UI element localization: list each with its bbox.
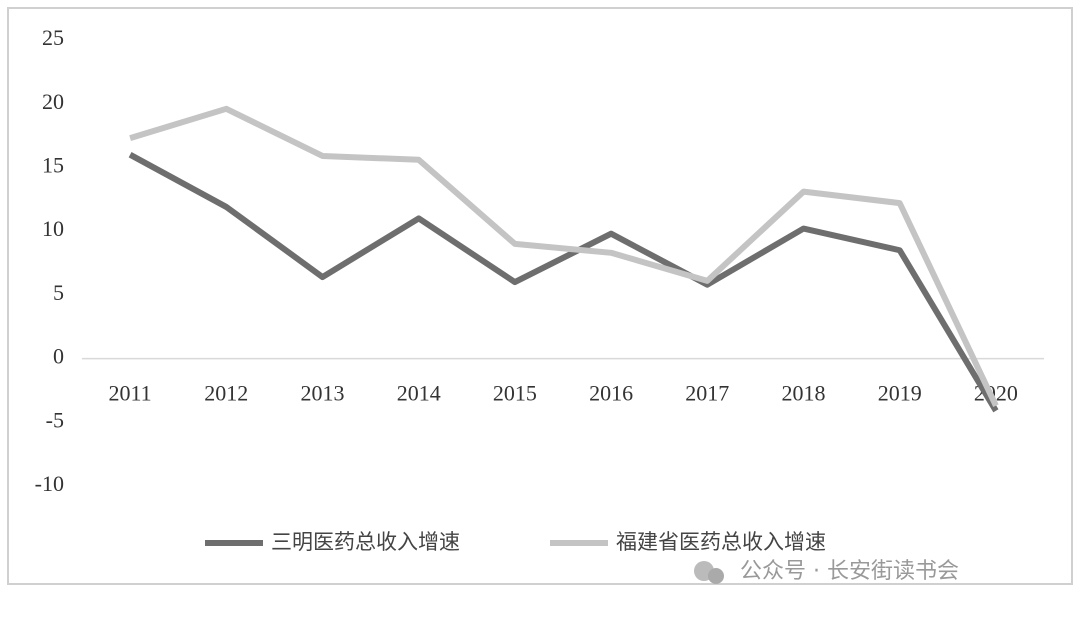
line-series — [128, 152, 999, 413]
x-tick-label: 2014 — [397, 381, 441, 406]
watermark-icon — [708, 568, 724, 584]
watermark-text: 公众号 · 长安街读书会 — [740, 559, 959, 584]
y-tick-label: 15 — [42, 152, 64, 177]
x-tick-label: 2016 — [589, 381, 633, 406]
legend-label: 三明医药总收入增速 — [271, 530, 460, 554]
y-tick-label: 0 — [53, 344, 64, 369]
x-tick-label: 2015 — [493, 381, 537, 406]
y-tick-label: -5 — [46, 407, 64, 432]
y-tick-label: 10 — [42, 216, 64, 241]
watermark: 公众号 · 长安街读书会 — [694, 559, 959, 584]
y-tick-label: 5 — [53, 280, 64, 305]
x-tick-label: 2011 — [109, 381, 152, 406]
x-tick-label: 2019 — [878, 381, 922, 406]
line-series — [129, 105, 999, 408]
x-tick-label: 2018 — [782, 381, 826, 406]
legend-label: 福建省医药总收入增速 — [616, 530, 826, 554]
y-tick-label: 25 — [42, 25, 64, 50]
y-tick-label: 20 — [42, 89, 64, 114]
x-tick-label: 2013 — [301, 381, 345, 406]
y-tick-label: -10 — [35, 471, 64, 496]
x-tick-label: 2017 — [685, 381, 729, 406]
x-tick-label: 2012 — [204, 381, 248, 406]
chart-border — [7, 7, 1073, 585]
